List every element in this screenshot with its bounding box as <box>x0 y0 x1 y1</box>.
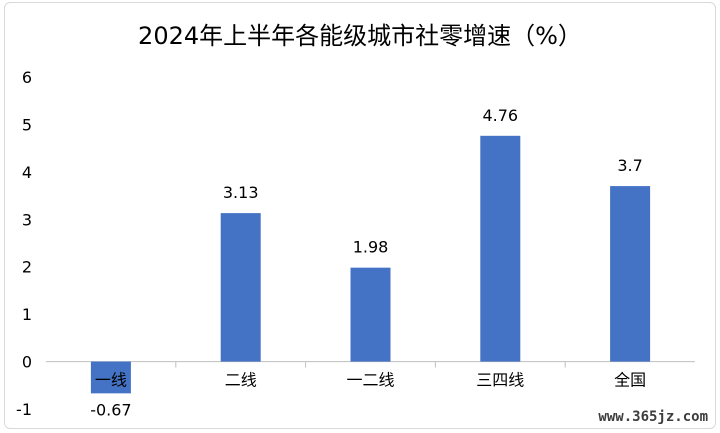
bar <box>350 267 391 362</box>
y-axis-ticks: -1 0 1 2 3 4 5 6 <box>16 68 32 419</box>
y-tick-label: 0 <box>22 353 32 372</box>
y-tick-label: 3 <box>22 210 32 229</box>
watermark: www.365jz.com <box>598 409 708 425</box>
y-tick-label: 5 <box>22 115 32 134</box>
data-label: 4.76 <box>482 106 518 125</box>
bar <box>90 361 131 394</box>
y-tick-label: 6 <box>22 68 32 87</box>
y-tick-label: 4 <box>22 163 32 182</box>
bar <box>220 213 261 362</box>
category-label: 三四线 <box>476 371 524 390</box>
category-label: 二线 <box>225 371 257 390</box>
data-label: 3.13 <box>223 183 259 202</box>
category-labels: 一线 二线 一二线 三四线 全国 <box>95 361 646 390</box>
y-tick-label: -1 <box>16 400 32 419</box>
bar <box>480 135 521 362</box>
category-label: 一二线 <box>346 371 394 390</box>
chart-title: 2024年上半年各能级城市社零增速（%） <box>138 22 582 50</box>
category-label: 一线 <box>95 371 127 390</box>
bars <box>90 135 651 394</box>
data-label: -0.67 <box>90 400 131 419</box>
data-label: 1.98 <box>353 238 389 257</box>
data-label: 3.7 <box>617 156 642 175</box>
bar <box>610 186 651 362</box>
y-tick-label: 2 <box>22 258 32 277</box>
value-labels: -0.67 3.13 1.98 4.76 3.7 <box>90 106 643 420</box>
category-label: 全国 <box>614 371 646 390</box>
y-tick-label: 1 <box>22 305 32 324</box>
